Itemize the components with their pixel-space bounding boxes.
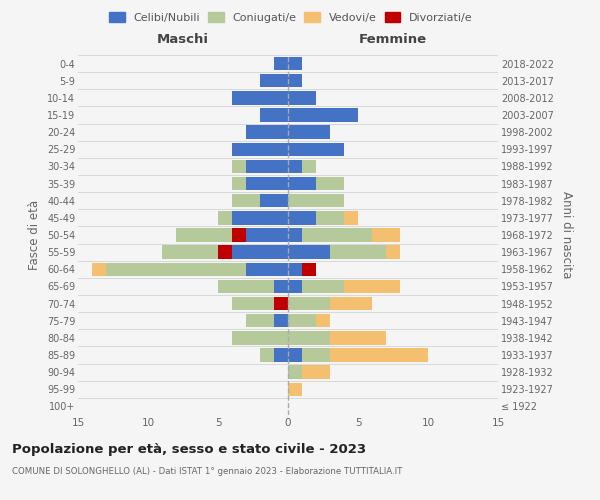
Bar xyxy=(288,142,344,156)
Bar xyxy=(302,160,316,173)
Text: Femmine: Femmine xyxy=(359,34,427,46)
Bar xyxy=(344,211,358,224)
Bar xyxy=(246,262,288,276)
Bar xyxy=(330,246,386,259)
Bar xyxy=(288,211,316,224)
Bar xyxy=(232,331,288,344)
Bar xyxy=(316,211,344,224)
Bar xyxy=(288,91,316,104)
Bar xyxy=(232,246,288,259)
Bar xyxy=(232,160,246,173)
Bar xyxy=(232,228,246,241)
Bar xyxy=(302,228,372,241)
Bar xyxy=(260,194,288,207)
Bar xyxy=(176,228,246,241)
Bar xyxy=(274,348,288,362)
Bar xyxy=(288,126,330,139)
Bar xyxy=(288,246,330,259)
Bar xyxy=(288,297,330,310)
Bar xyxy=(288,314,316,328)
Bar xyxy=(246,160,288,173)
Bar xyxy=(288,348,302,362)
Bar xyxy=(92,262,106,276)
Bar xyxy=(330,348,428,362)
Bar xyxy=(330,331,386,344)
Bar xyxy=(302,348,330,362)
Bar xyxy=(106,262,246,276)
Bar xyxy=(288,74,302,88)
Bar xyxy=(274,297,288,310)
Bar xyxy=(274,314,288,328)
Bar xyxy=(288,194,344,207)
Bar xyxy=(246,126,288,139)
Bar xyxy=(302,366,330,379)
Bar xyxy=(274,280,288,293)
Bar xyxy=(232,194,260,207)
Y-axis label: Fasce di età: Fasce di età xyxy=(28,200,41,270)
Bar xyxy=(260,74,288,88)
Bar xyxy=(288,108,358,122)
Bar xyxy=(288,382,302,396)
Bar xyxy=(246,228,288,241)
Bar xyxy=(372,228,400,241)
Bar xyxy=(288,228,302,241)
Bar xyxy=(316,314,330,328)
Bar xyxy=(260,348,274,362)
Bar xyxy=(246,314,274,328)
Legend: Celibi/Nubili, Coniugati/e, Vedovi/e, Divorziati/e: Celibi/Nubili, Coniugati/e, Vedovi/e, Di… xyxy=(105,8,477,28)
Bar xyxy=(218,280,274,293)
Bar xyxy=(232,142,288,156)
Bar xyxy=(288,280,302,293)
Bar xyxy=(302,262,316,276)
Bar xyxy=(232,91,288,104)
Bar xyxy=(302,262,316,276)
Bar xyxy=(302,280,344,293)
Bar xyxy=(288,177,316,190)
Bar xyxy=(344,280,400,293)
Bar xyxy=(288,57,302,70)
Bar xyxy=(232,177,246,190)
Text: COMUNE DI SOLONGHELLO (AL) - Dati ISTAT 1° gennaio 2023 - Elaborazione TUTTITALI: COMUNE DI SOLONGHELLO (AL) - Dati ISTAT … xyxy=(12,468,403,476)
Bar xyxy=(232,297,288,310)
Bar xyxy=(288,331,330,344)
Bar xyxy=(162,246,232,259)
Bar xyxy=(218,246,232,259)
Y-axis label: Anni di nascita: Anni di nascita xyxy=(560,192,573,278)
Bar xyxy=(288,262,302,276)
Bar xyxy=(316,177,344,190)
Bar xyxy=(330,297,372,310)
Bar xyxy=(218,211,232,224)
Bar xyxy=(288,366,302,379)
Text: Maschi: Maschi xyxy=(157,34,209,46)
Bar xyxy=(246,177,288,190)
Bar xyxy=(288,160,302,173)
Bar xyxy=(386,246,400,259)
Bar xyxy=(260,108,288,122)
Bar xyxy=(274,57,288,70)
Text: Popolazione per età, sesso e stato civile - 2023: Popolazione per età, sesso e stato civil… xyxy=(12,442,366,456)
Bar xyxy=(232,211,288,224)
